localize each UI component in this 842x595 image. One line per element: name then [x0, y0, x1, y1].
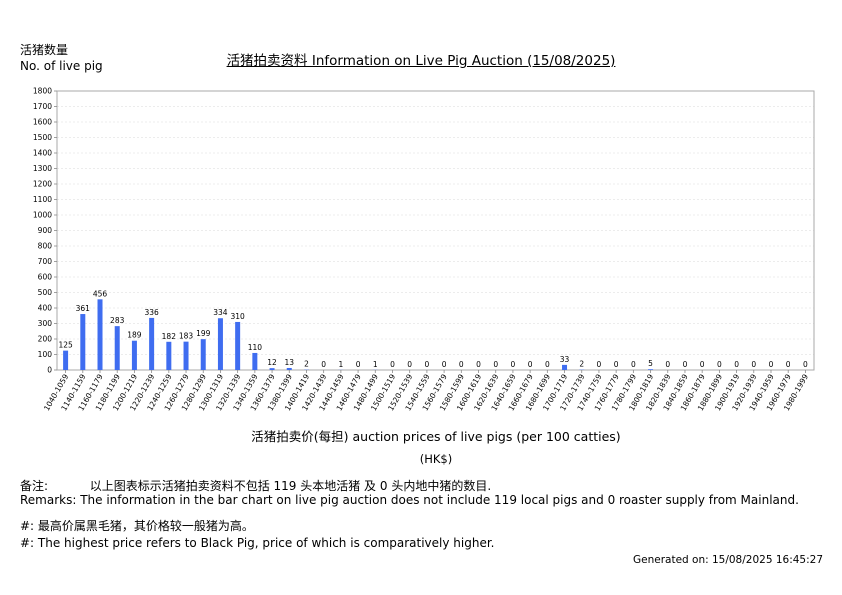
bar [235, 321, 241, 370]
y-tick-label: 1700 [33, 102, 52, 111]
data-label: 0 [734, 360, 739, 369]
y-tick-label: 1300 [33, 164, 52, 173]
data-label: 0 [614, 360, 619, 369]
data-label: 110 [248, 343, 263, 352]
data-label: 0 [683, 360, 688, 369]
y-tick-label: 100 [38, 350, 53, 359]
y-tick-label: 1500 [33, 133, 52, 142]
y-tick-label: 600 [38, 273, 53, 282]
y-tick-label: 900 [38, 226, 53, 235]
data-label: 0 [476, 360, 481, 369]
data-label: 456 [93, 289, 108, 298]
y-tick-label: 1100 [33, 195, 52, 204]
data-label: 334 [213, 308, 228, 317]
remark-zh-label: 备注: [20, 479, 49, 493]
x-axis-unit: (HK$) [419, 452, 453, 466]
data-label: 125 [58, 341, 73, 350]
y-tick-label: 400 [38, 304, 53, 313]
y-axis-title-en: No. of live pig [20, 59, 103, 73]
bar [217, 318, 223, 370]
y-axis-title-zh: 活猪数量 [20, 43, 69, 57]
data-label: 0 [390, 360, 395, 369]
remark-zh-text: 以上图表标示活猪拍卖资料不包括 119 头本地活猪 及 0 头内地中猪的数目. [89, 479, 492, 493]
data-label: 0 [425, 360, 430, 369]
data-label: 0 [717, 360, 722, 369]
y-tick-label: 1800 [33, 87, 52, 96]
data-label: 0 [597, 360, 602, 369]
x-axis-ticks: 1040-10591140-11591160-11791180-11991200… [42, 370, 810, 412]
data-label: 183 [179, 332, 194, 341]
data-label: 0 [700, 360, 705, 369]
y-tick-label: 1200 [33, 180, 52, 189]
data-label: 0 [786, 360, 791, 369]
bar [200, 339, 206, 370]
y-axis-ticks: 0 100 200 300 400 500 600 700 800 900 1000 1100 1200… [33, 87, 57, 375]
data-label: 2 [579, 360, 584, 369]
data-label: 283 [110, 316, 125, 325]
y-tick-label: 0 [47, 366, 52, 375]
data-label: 2 [304, 360, 309, 369]
y-tick-label: 300 [38, 319, 53, 328]
data-label: 182 [162, 332, 177, 341]
data-label: 0 [769, 360, 774, 369]
data-label: 0 [356, 360, 361, 369]
data-label: 199 [196, 329, 211, 338]
data-label: 0 [511, 360, 516, 369]
y-tick-label: 1400 [33, 149, 52, 158]
hash-note-en: #: The highest price refers to Black Pig… [20, 536, 495, 550]
bar [80, 314, 86, 370]
data-label: 13 [284, 358, 294, 367]
bar [252, 352, 258, 370]
y-tick-label: 1000 [33, 211, 52, 220]
bar [131, 340, 137, 370]
bar [183, 341, 189, 370]
bar [562, 364, 568, 370]
chart-title: 活猪拍卖资料 Information on Live Pig Auction (… [226, 53, 616, 69]
data-label: 0 [459, 360, 464, 369]
data-label: 0 [493, 360, 498, 369]
bar [97, 299, 103, 370]
y-tick-label: 800 [38, 242, 53, 251]
y-tick-label: 700 [38, 257, 53, 266]
remark-zh: 备注: 以上图表标示活猪拍卖资料不包括 119 头本地活猪 及 0 头内地中猪的… [20, 477, 491, 494]
data-label: 12 [267, 358, 277, 367]
data-label: 0 [631, 360, 636, 369]
data-label: 189 [127, 331, 142, 340]
data-label: 0 [407, 360, 412, 369]
bar [63, 350, 69, 370]
bar [648, 369, 654, 370]
data-label: 310 [230, 312, 245, 321]
data-label: 0 [803, 360, 808, 369]
data-label: 5 [648, 359, 653, 368]
x-axis-title: 活猪拍卖价(每担) auction prices of live pigs (p… [251, 429, 621, 444]
grid-lines [57, 106, 814, 355]
data-label: 0 [321, 360, 326, 369]
hash-note-zh: #: 最高价属黑毛猪，其价格较一般猪为高。 [20, 519, 254, 533]
data-label: 0 [665, 360, 670, 369]
data-label: 1 [338, 360, 343, 369]
data-label: 0 [751, 360, 756, 369]
y-tick-label: 1600 [33, 118, 52, 127]
bar [149, 317, 155, 370]
bar [114, 326, 120, 370]
bars [63, 299, 654, 370]
data-label: 0 [528, 360, 533, 369]
remark-en: Remarks: The information in the bar char… [20, 493, 799, 507]
data-label: 1 [373, 360, 378, 369]
data-label: 361 [76, 304, 91, 313]
bar [286, 367, 292, 370]
y-tick-label: 500 [38, 288, 53, 297]
data-label: 336 [144, 308, 159, 317]
y-tick-label: 200 [38, 335, 53, 344]
data-label: 33 [560, 355, 570, 364]
bar [166, 341, 172, 370]
bar [269, 368, 275, 370]
data-label: 0 [442, 360, 447, 369]
generated-timestamp: Generated on: 15/08/2025 16:45:27 [632, 554, 823, 566]
data-label: 0 [545, 360, 550, 369]
